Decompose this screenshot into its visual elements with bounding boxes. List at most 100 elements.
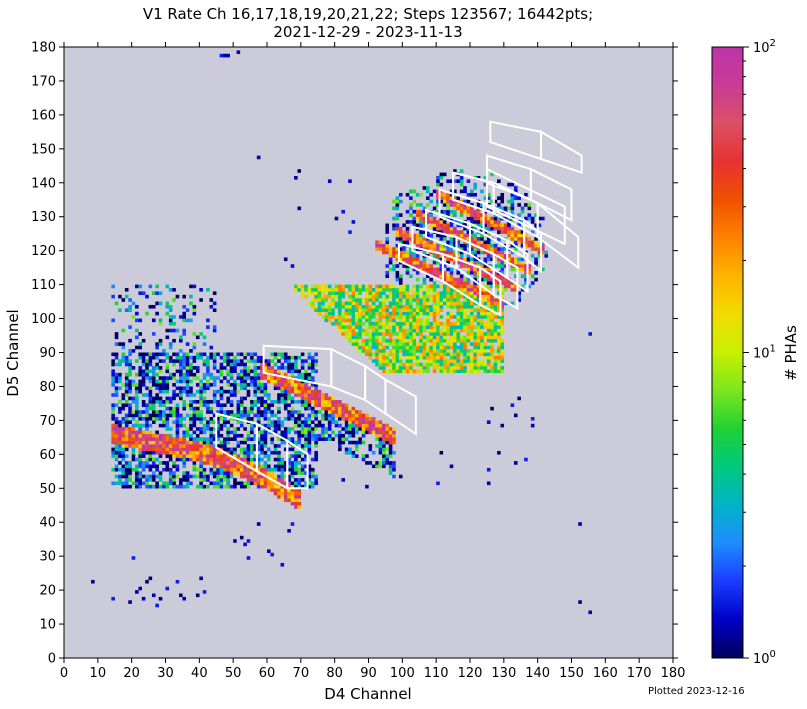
heatmap-cell [344, 301, 349, 306]
heatmap-cell [436, 355, 440, 360]
heatmap-cell [297, 495, 302, 499]
heatmap-cell [283, 400, 288, 404]
heatmap-cell [124, 420, 129, 424]
heatmap-cell [118, 437, 122, 441]
heatmap-cell [175, 369, 180, 374]
heatmap-cell [199, 471, 203, 475]
heatmap-cell [466, 321, 471, 326]
heatmap-cell [392, 318, 396, 323]
heatmap-cell [250, 383, 254, 387]
heatmap-cell [175, 423, 180, 428]
heatmap-cell [486, 284, 491, 289]
heatmap-cell [513, 260, 518, 265]
heatmap-cell [497, 223, 501, 228]
heatmap-cell [453, 196, 457, 200]
heatmap-cell [422, 250, 427, 255]
heatmap-cell [426, 349, 430, 353]
heatmap-cell [375, 349, 379, 353]
heatmap-cell [155, 291, 159, 295]
heatmap-cell [341, 315, 346, 319]
heatmap-cell [314, 294, 318, 299]
heatmap-cell [168, 372, 173, 377]
heatmap-cell [226, 474, 230, 479]
heatmap-cell [138, 366, 143, 370]
heatmap-cell [145, 416, 149, 421]
heatmap-cell [151, 366, 156, 370]
heatmap-cell [537, 247, 542, 251]
heatmap-cell [189, 437, 193, 441]
heatmap-cell [195, 366, 200, 370]
heatmap-cell [446, 240, 450, 245]
heatmap-cell [209, 304, 214, 309]
heatmap-cell [426, 318, 430, 323]
heatmap-cell [429, 284, 433, 289]
heatmap-cell [534, 277, 538, 282]
heatmap-cell [378, 328, 383, 333]
heatmap-cell [277, 478, 281, 482]
heatmap-cell [439, 189, 444, 194]
heatmap-cell [486, 220, 491, 224]
heatmap-cell [415, 325, 420, 329]
heatmap-cell [182, 372, 186, 377]
heatmap-cell [432, 352, 437, 357]
heatmap-cell [422, 342, 427, 346]
heatmap-cell [453, 213, 457, 217]
heatmap-cell [480, 338, 484, 343]
heatmap-cell [463, 206, 467, 211]
heatmap-cell [185, 359, 190, 363]
heatmap-cell [260, 444, 264, 448]
heatmap-cell [358, 342, 362, 346]
heatmap-cell [470, 271, 474, 275]
heatmap-cell [273, 413, 278, 418]
heatmap-cell [287, 403, 291, 408]
heatmap-cell [348, 430, 352, 435]
heatmap-cell [155, 372, 159, 377]
heatmap-cell [324, 311, 329, 316]
heatmap-cell [304, 386, 308, 391]
heatmap-cell [307, 396, 312, 401]
heatmap-cell [361, 304, 366, 309]
heatmap-cell [226, 362, 230, 367]
heatmap-cell [382, 325, 386, 329]
heatmap-cell [209, 345, 214, 350]
heatmap-cell [429, 355, 433, 360]
heatmap-cell [419, 345, 423, 350]
heatmap-cell [439, 359, 444, 363]
heatmap-cell [449, 203, 454, 207]
heatmap-cell [503, 260, 508, 265]
heatmap-cell [459, 366, 464, 370]
heatmap-cell [453, 209, 457, 214]
heatmap-cell [470, 288, 474, 292]
heatmap-cell [267, 366, 271, 370]
heatmap-cell [118, 423, 122, 428]
heatmap-cell [500, 318, 505, 323]
heatmap-cell [368, 355, 373, 360]
heatmap-cell [429, 308, 433, 312]
heatmap-cell [436, 318, 440, 323]
heatmap-cell [145, 464, 149, 469]
heatmap-cell [398, 318, 403, 323]
x-tick-label: 40 [191, 666, 208, 681]
heatmap-cell [229, 376, 234, 380]
heatmap-cell [415, 203, 420, 207]
heatmap-cell [480, 291, 484, 295]
heatmap-cell [459, 257, 464, 262]
heatmap-cell [402, 250, 406, 255]
heatmap-cell [409, 345, 413, 350]
heatmap-cell [158, 413, 163, 418]
heatmap-cell [294, 440, 298, 445]
heatmap-cell [348, 288, 352, 292]
heatmap-cell [497, 203, 501, 207]
heatmap-cell [422, 243, 427, 248]
heatmap-cell [300, 383, 305, 387]
heatmap-cell [138, 355, 143, 360]
heatmap-cell [253, 454, 258, 458]
heatmap-cell [270, 488, 274, 492]
heatmap-cell [466, 264, 471, 268]
heatmap-cell [246, 481, 251, 486]
heatmap-cell [449, 277, 454, 282]
heatmap-cell [497, 352, 501, 357]
heatmap-cell [371, 325, 376, 329]
heatmap-cell [486, 288, 491, 292]
heatmap-cell [199, 416, 203, 421]
